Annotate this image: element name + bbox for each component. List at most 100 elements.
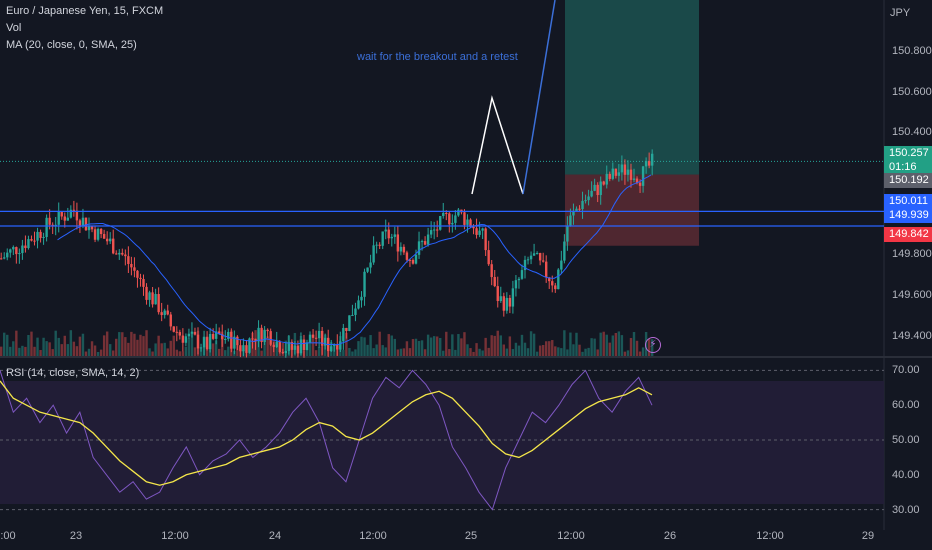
volume-bar	[81, 333, 85, 356]
volume-bar	[105, 331, 109, 356]
candle-body	[514, 280, 518, 289]
volume-bar	[548, 341, 551, 356]
candle-body	[184, 336, 188, 343]
time-tick-label: 12:00	[359, 530, 387, 542]
volume-legend[interactable]: Vol	[6, 22, 22, 34]
volume-bar	[445, 331, 448, 356]
symbol-legend[interactable]: Euro / Japanese Yen, 15, FXCM	[6, 5, 164, 17]
volume-bar	[596, 349, 599, 356]
volume-bar	[24, 346, 27, 356]
candle-body	[287, 341, 291, 351]
volume-bar	[402, 348, 406, 356]
candle-body	[190, 331, 194, 334]
volume-bar	[451, 334, 454, 356]
candle-body	[411, 259, 415, 264]
candle-body	[596, 184, 599, 196]
volume-bar	[411, 339, 415, 356]
candle-body	[172, 326, 175, 332]
candle-body	[299, 339, 303, 354]
candle-body	[45, 217, 48, 237]
volume-bar	[211, 343, 215, 356]
candle-body	[590, 190, 593, 197]
volume-bar	[9, 346, 12, 356]
volume-bar	[6, 334, 9, 356]
candle-body	[502, 296, 506, 311]
candle-body	[160, 312, 163, 316]
candle-body	[466, 219, 469, 225]
volume-bar	[133, 333, 136, 356]
ma-legend[interactable]: MA (20, close, 0, SMA, 25)	[6, 39, 137, 51]
volume-bar	[148, 348, 151, 356]
candle-body	[230, 331, 233, 349]
candle-body	[432, 229, 436, 231]
candle-body	[75, 210, 79, 221]
volume-bar	[396, 349, 400, 356]
volume-bar	[311, 334, 315, 356]
volume-bar	[184, 346, 188, 356]
volume-bar	[484, 337, 487, 356]
rsi-ma-line	[0, 380, 653, 486]
volume-bar	[21, 345, 24, 356]
retest-sketch	[471, 95, 524, 195]
volume-bar	[354, 349, 357, 356]
candle-body	[142, 279, 145, 287]
volume-bar	[569, 332, 572, 356]
candle-body	[363, 271, 366, 297]
annotation-text[interactable]: wait for the breakout and a retest	[357, 51, 518, 63]
lightning-icon[interactable]: ⚡	[645, 337, 661, 353]
candle-body	[529, 255, 533, 260]
candle-body	[302, 339, 306, 351]
rsi-legend[interactable]: RSI (14, close, SMA, 14, 2)	[6, 367, 140, 379]
volume-bar	[393, 338, 397, 356]
candle-body	[175, 331, 179, 333]
time-tick-label: :00	[0, 530, 16, 542]
volume-bar	[511, 349, 515, 356]
time-tick-label: 26	[663, 530, 677, 542]
candlesticks	[0, 149, 654, 358]
candle-body	[569, 215, 572, 227]
ma-line	[57, 174, 652, 346]
candle-body	[532, 253, 536, 256]
candle-body	[221, 333, 224, 340]
volume-bar	[641, 347, 645, 356]
volume-bar	[478, 348, 481, 356]
volume-bar	[632, 332, 636, 356]
projection-line	[522, 0, 556, 195]
candle-body	[439, 215, 442, 230]
candle-body	[257, 327, 260, 342]
candle-body	[584, 200, 587, 202]
candle-body	[233, 336, 236, 349]
volume-bar	[593, 338, 596, 356]
price-tick-label: 150.800	[892, 44, 932, 57]
volume-bar	[475, 343, 478, 356]
candle-body	[154, 294, 157, 305]
candle-body	[557, 269, 560, 290]
candle-body	[308, 334, 312, 343]
time-tick-label: 12:00	[756, 530, 784, 542]
user-drawings[interactable]	[0, 0, 884, 227]
candle-body	[187, 333, 191, 337]
candle-body	[351, 314, 354, 316]
volume-bar	[51, 349, 54, 356]
volume-bar	[169, 340, 172, 356]
candle-body	[475, 228, 478, 235]
ma-value-badge: 150.192	[884, 173, 932, 188]
volume-bar	[405, 341, 409, 356]
volume-bar	[563, 330, 566, 356]
volume-bar	[432, 336, 436, 356]
stop-loss-badge: 149.842	[884, 227, 932, 242]
candle-body	[605, 173, 608, 185]
volume-bar	[30, 331, 33, 356]
candle-body	[451, 222, 454, 225]
rsi-tick-label: 70.00	[892, 364, 920, 377]
price-tick-label: 149.600	[892, 288, 932, 301]
candle-body	[27, 239, 30, 249]
candle-body	[599, 181, 602, 196]
candle-body	[587, 196, 590, 201]
candle-body	[551, 281, 554, 286]
candle-body	[360, 296, 363, 301]
volume-bar	[39, 350, 42, 356]
candle-body	[581, 200, 584, 210]
candle-body	[145, 286, 148, 300]
